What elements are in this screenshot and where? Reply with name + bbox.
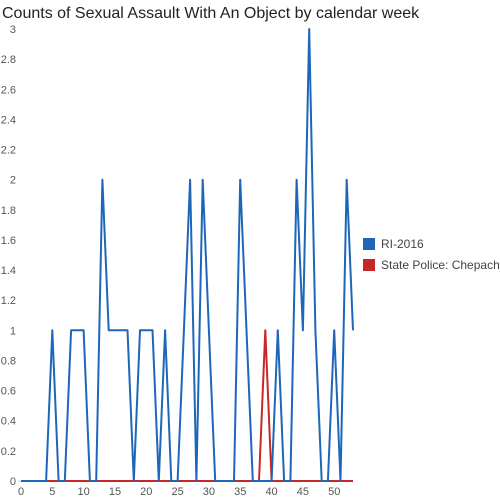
legend-label: State Police: Chepachet — [381, 258, 500, 272]
legend-label: RI-2016 — [381, 237, 424, 251]
y-axis-ticks: 0 0.2 0.4 0.6 0.8 1 1.2 1.4 1.6 1.8 2 2.2 2.4 2.6 2.8 3 — [1, 24, 16, 488]
x-tick-label: 45 — [297, 486, 309, 498]
x-tick-label: 5 — [49, 486, 55, 498]
y-tick-label: 1 — [10, 325, 16, 337]
y-tick-label: 0.8 — [1, 355, 16, 367]
series-line-ri-2016 — [21, 28, 354, 482]
x-tick-label: 40 — [265, 486, 277, 498]
x-axis-ticks: 0 5 10 15 20 25 30 35 40 45 50 — [18, 486, 340, 498]
y-tick-label: 0.4 — [1, 416, 16, 428]
y-tick-label: 2.8 — [1, 54, 16, 66]
y-tick-label: 2.2 — [1, 145, 16, 157]
y-tick-label: 1.6 — [1, 235, 16, 247]
series-line-state-police-chepachet — [21, 329, 353, 482]
y-tick-label: 3 — [10, 24, 16, 36]
series-lines — [21, 28, 354, 482]
x-tick-label: 0 — [18, 486, 24, 498]
x-tick-label: 30 — [203, 486, 215, 498]
x-tick-label: 25 — [171, 486, 183, 498]
y-tick-label: 2.4 — [1, 114, 16, 126]
legend-swatch — [363, 259, 375, 271]
x-tick-label: 50 — [328, 486, 340, 498]
legend: RI-2016 State Police: Chepachet — [363, 237, 500, 272]
x-tick-label: 35 — [234, 486, 246, 498]
y-tick-label: 2 — [10, 175, 16, 187]
x-tick-label: 10 — [78, 486, 90, 498]
x-tick-label: 20 — [140, 486, 152, 498]
y-tick-label: 0.6 — [1, 386, 16, 398]
y-tick-label: 1.2 — [1, 295, 16, 307]
y-tick-label: 1.4 — [1, 265, 16, 277]
chart-title: Counts of Sexual Assault With An Object … — [2, 5, 420, 22]
y-tick-label: 0.2 — [1, 446, 16, 458]
legend-swatch — [363, 238, 375, 250]
y-tick-label: 1.8 — [1, 205, 16, 217]
y-tick-label: 0 — [10, 476, 16, 488]
x-tick-label: 15 — [109, 486, 121, 498]
y-tick-label: 2.6 — [1, 84, 16, 96]
